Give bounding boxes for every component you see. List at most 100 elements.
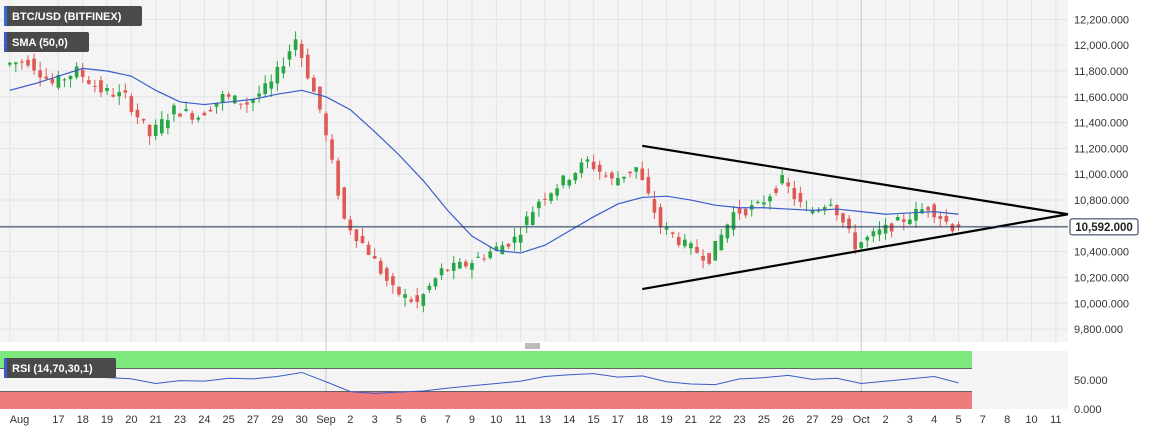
candle-body bbox=[646, 176, 651, 194]
candle-body bbox=[13, 62, 18, 65]
candle-body bbox=[86, 80, 91, 84]
candle-body bbox=[847, 218, 851, 229]
candle-body bbox=[518, 234, 523, 243]
candle-body bbox=[658, 207, 663, 227]
price-tick-label: 11,200.000 bbox=[1074, 143, 1128, 155]
current-price-tag: 10,592.000 bbox=[1069, 218, 1139, 236]
candle-body bbox=[299, 43, 304, 58]
candle-body bbox=[476, 256, 480, 258]
candle-body bbox=[798, 192, 803, 203]
candle-body bbox=[178, 113, 182, 117]
candle-body bbox=[780, 175, 784, 184]
date-tick-label: 3 bbox=[907, 414, 913, 426]
price-tick-label: 11,600.000 bbox=[1074, 92, 1128, 104]
candle-body bbox=[865, 236, 870, 241]
candle-body bbox=[384, 268, 389, 281]
candle-body bbox=[482, 258, 486, 260]
date-tick-label: 21 bbox=[150, 414, 162, 426]
candle-body bbox=[695, 246, 699, 253]
candle-body bbox=[689, 243, 693, 249]
date-tick-label: 7 bbox=[445, 414, 451, 426]
candle-body bbox=[275, 66, 280, 84]
candle-body bbox=[871, 231, 876, 237]
candle-body bbox=[537, 201, 541, 209]
price-tick-label: 11,800.000 bbox=[1074, 66, 1128, 78]
price-tick-label: 11,400.000 bbox=[1074, 118, 1128, 130]
candle-body bbox=[68, 75, 73, 80]
candle-body bbox=[944, 216, 949, 222]
candle-body bbox=[628, 171, 632, 174]
candle-body bbox=[683, 239, 687, 247]
date-tick-label: 20 bbox=[125, 414, 137, 426]
candle-body bbox=[80, 69, 85, 77]
candle-body bbox=[129, 96, 134, 112]
date-tick-label: 23 bbox=[733, 414, 745, 426]
candle-body bbox=[835, 205, 839, 216]
candle-body bbox=[543, 198, 547, 200]
candle-body bbox=[950, 224, 955, 232]
date-tick-label: 23 bbox=[174, 414, 186, 426]
candle-body bbox=[172, 105, 176, 115]
candle-body bbox=[786, 182, 791, 187]
candle-body bbox=[38, 70, 42, 78]
candle-body bbox=[841, 213, 845, 223]
candle-body bbox=[111, 94, 115, 97]
current-price-label: 10,592.000 bbox=[1075, 222, 1133, 234]
date-tick-label: Sep bbox=[316, 414, 336, 426]
candle-body bbox=[427, 285, 432, 290]
rsi-line bbox=[9, 371, 959, 394]
candle-body bbox=[214, 102, 219, 107]
symbol-label: BTC/USD (BITFINEX) bbox=[4, 6, 142, 26]
candles bbox=[7, 31, 961, 313]
candle-body bbox=[573, 172, 578, 181]
candle-body bbox=[433, 278, 438, 287]
date-tick-label: 9 bbox=[469, 414, 475, 426]
candle-body bbox=[378, 260, 383, 274]
candle-body bbox=[305, 54, 310, 79]
candle-body bbox=[44, 76, 49, 79]
candle-body bbox=[670, 232, 675, 235]
candle-body bbox=[555, 188, 559, 196]
candle-body bbox=[530, 211, 535, 225]
candle-body bbox=[62, 79, 67, 81]
pane-resize-handle[interactable] bbox=[522, 343, 542, 349]
candle-body bbox=[360, 236, 365, 243]
candle-body bbox=[391, 276, 395, 286]
rsi-label: RSI (14,70,30,1) bbox=[4, 358, 116, 378]
rsi-overbought-band bbox=[0, 351, 972, 369]
candle-body bbox=[348, 219, 353, 231]
candle-body bbox=[457, 261, 462, 269]
symbol-title: BTC/USD (BITFINEX) bbox=[12, 11, 122, 23]
candle-body bbox=[506, 243, 511, 247]
candle-body bbox=[938, 216, 943, 219]
candle-body bbox=[117, 92, 122, 97]
candle-body bbox=[719, 234, 724, 250]
price-axis: 9,800.000 10,000.000 10,200.000 10,400.000 1… bbox=[1074, 14, 1129, 336]
date-tick-label: 13 bbox=[539, 414, 551, 426]
candle-body bbox=[524, 216, 529, 226]
candle-body bbox=[202, 112, 207, 116]
candle-body bbox=[652, 199, 657, 213]
candle-body bbox=[245, 102, 249, 105]
candle-body bbox=[56, 75, 61, 88]
candle-body bbox=[159, 119, 164, 134]
candle-body bbox=[500, 245, 505, 255]
candle-body bbox=[701, 255, 705, 261]
date-tick-label: 29 bbox=[831, 414, 843, 426]
candle-body bbox=[908, 219, 912, 225]
date-tick-label: 10 bbox=[1025, 414, 1037, 426]
candle-body bbox=[135, 109, 140, 118]
candle-body bbox=[901, 219, 906, 222]
candle-body bbox=[141, 118, 146, 121]
candle-body bbox=[597, 164, 602, 172]
date-tick-label: 17 bbox=[52, 414, 64, 426]
candle-body bbox=[591, 161, 596, 170]
price-tick-label: 11,000.000 bbox=[1074, 169, 1128, 181]
candle-body bbox=[20, 61, 24, 63]
main-plot-background bbox=[0, 0, 1068, 342]
candle-body bbox=[32, 58, 36, 71]
date-tick-label: 25 bbox=[758, 414, 770, 426]
candle-body bbox=[810, 210, 815, 214]
rsi-oversold-band bbox=[0, 391, 972, 409]
candle-body bbox=[561, 175, 566, 186]
